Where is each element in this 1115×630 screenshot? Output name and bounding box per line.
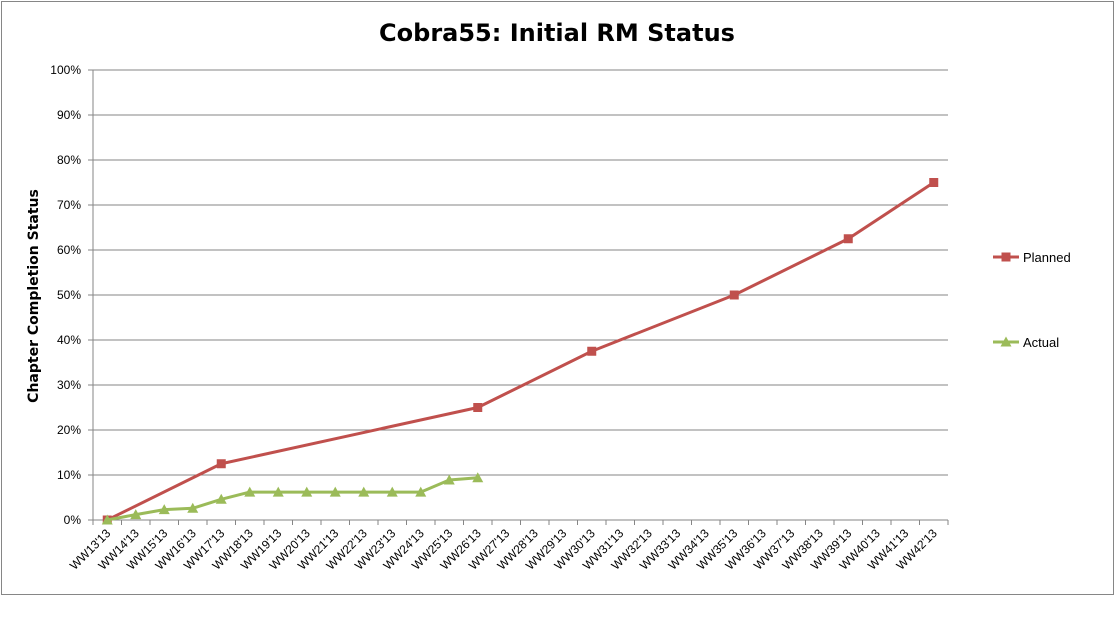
y-tick-label: 50%: [57, 288, 81, 302]
data-point-triangle: [386, 486, 398, 497]
y-tick-label: 80%: [57, 153, 81, 167]
y-tick-label: 70%: [57, 198, 81, 212]
y-axis-label: Chapter Completion Status: [26, 189, 42, 403]
legend-label: Planned: [1023, 250, 1071, 265]
data-point-triangle: [329, 486, 341, 497]
data-point-triangle: [301, 486, 313, 497]
data-point-triangle: [1000, 336, 1012, 347]
series-actual: [101, 472, 484, 525]
series-line: [106, 476, 478, 522]
data-point-square: [1001, 252, 1011, 262]
y-axis-ticks: 0% 10% 20% 30% 40% 50% 60% 70% 80% 90% 100%: [50, 63, 93, 527]
data-point-triangle: [187, 502, 199, 513]
y-tick-label: 40%: [57, 333, 81, 347]
legend-entry-actual: Actual: [993, 335, 1059, 350]
legend: Planned Actual: [993, 250, 1071, 350]
y-tick-label: 0%: [64, 513, 82, 527]
chart-border: [1, 1, 1114, 595]
data-point-triangle: [272, 486, 284, 497]
data-point-triangle: [415, 486, 427, 497]
y-tick-label: 90%: [57, 108, 81, 122]
data-point-triangle: [158, 504, 170, 515]
axes: [92, 70, 948, 521]
chart-title: Cobra55: Initial RM Status: [379, 19, 735, 47]
data-point-square: [216, 459, 226, 469]
data-point-square: [587, 346, 597, 356]
legend-entry-planned: Planned: [993, 250, 1071, 265]
y-tick-label: 20%: [57, 423, 81, 437]
data-point-square: [729, 290, 739, 300]
data-point-triangle: [130, 509, 142, 520]
y-tick-label: 10%: [57, 468, 81, 482]
data-point-square: [843, 234, 853, 244]
series-planned: [102, 178, 939, 525]
data-point-triangle: [101, 514, 113, 525]
gridlines: [93, 69, 948, 476]
y-tick-label: 100%: [50, 63, 81, 77]
data-point-square: [473, 403, 483, 412]
data-point-triangle: [443, 474, 455, 485]
y-tick-label: 30%: [57, 378, 81, 392]
y-tick-label: 60%: [57, 243, 81, 257]
series-group: [101, 178, 939, 525]
data-point-triangle: [358, 486, 370, 497]
legend-label: Actual: [1023, 335, 1059, 350]
data-point-triangle: [244, 486, 256, 497]
data-point-triangle: [472, 472, 484, 483]
data-point-square: [929, 178, 939, 187]
data-point-triangle: [215, 493, 227, 504]
